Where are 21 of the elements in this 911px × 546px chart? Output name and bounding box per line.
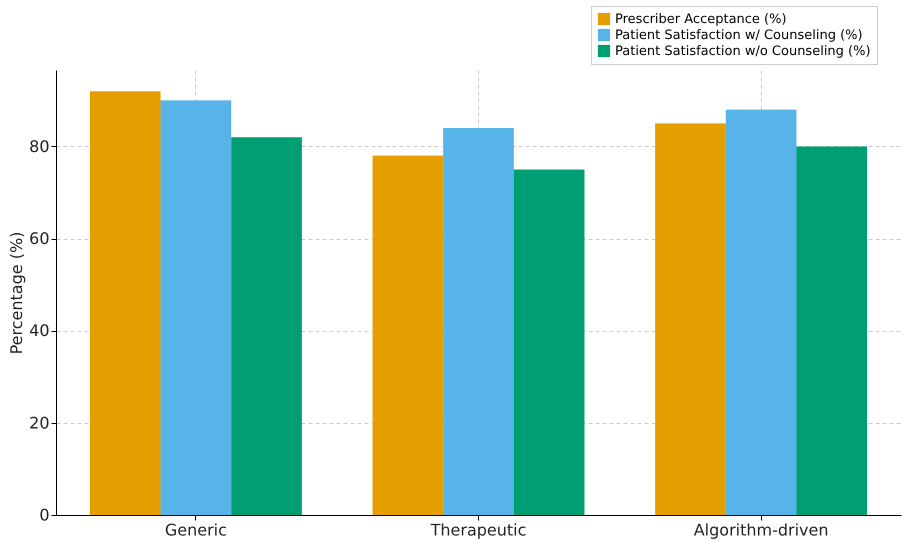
- y-tick-label: 60: [29, 229, 50, 248]
- bar: [726, 110, 796, 515]
- bar: [231, 137, 302, 515]
- bar: [90, 91, 161, 515]
- legend-label: Prescriber Acceptance (%): [615, 12, 787, 27]
- x-tick-label: Generic: [164, 520, 227, 540]
- x-tick-label: Algorithm-driven: [694, 520, 828, 540]
- bar: [796, 146, 868, 515]
- bar: [514, 170, 584, 515]
- y-axis-title: Percentage (%): [7, 232, 26, 354]
- legend-label: Patient Satisfaction w/ Counseling (%): [615, 28, 863, 43]
- y-tick-label: 80: [29, 136, 50, 156]
- bar: [443, 128, 514, 515]
- x-tick-label: Therapeutic: [430, 520, 526, 540]
- bar: [160, 100, 232, 515]
- y-tick-label: 20: [29, 413, 50, 432]
- bar: [372, 156, 444, 515]
- y-tick-label: 0: [39, 506, 50, 524]
- bar: [655, 123, 726, 515]
- y-tick-label: 40: [29, 321, 50, 340]
- legend-label: Patient Satisfaction w/o Counseling (%): [615, 44, 871, 59]
